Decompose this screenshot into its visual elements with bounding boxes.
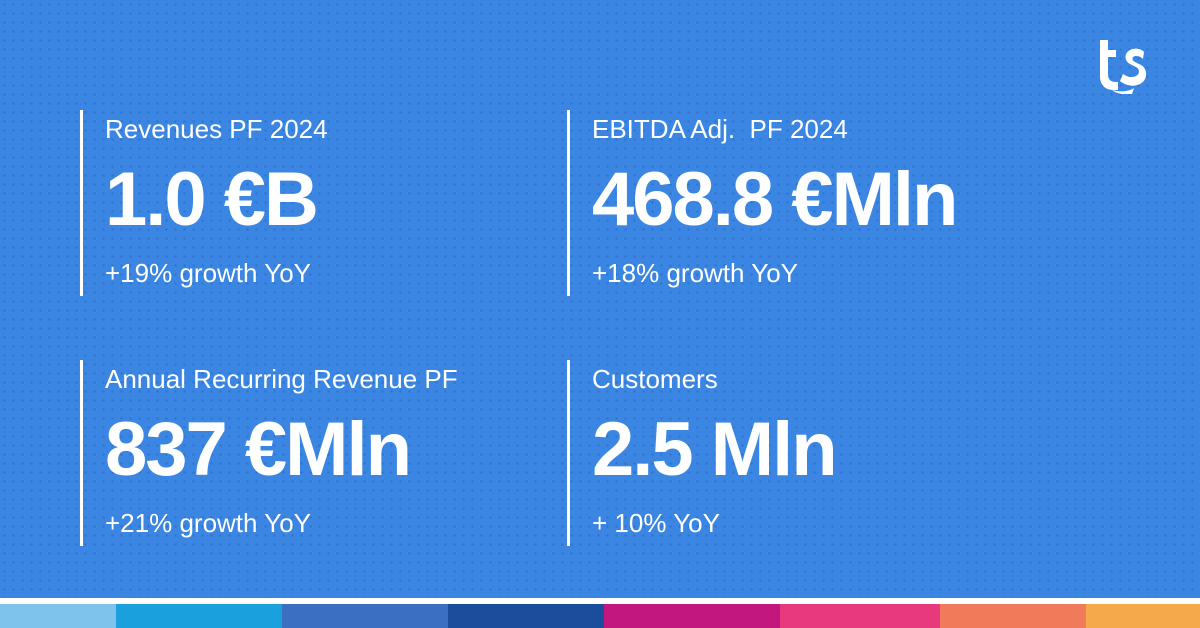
stripe-segment [604,604,780,628]
kpi-label: Annual Recurring Revenue PF [105,364,458,394]
kpi-growth: + 10% YoY [592,508,720,538]
kpi-value: 468.8 €Mln [592,157,958,242]
kpi-growth: +19% growth YoY [105,258,311,288]
kpi-arr: Annual Recurring Revenue PF 837 €Mln +21… [80,360,540,546]
stripe-segment [448,604,604,628]
stripe-segment [0,604,116,628]
kpi-value: 2.5 Mln [592,407,838,492]
kpi-growth: +18% growth YoY [592,258,798,288]
stripe-segment [1086,604,1200,628]
kpi-revenues: Revenues PF 2024 1.0 €B +19% growth YoY [80,110,540,296]
kpi-value: 837 €Mln [105,407,412,492]
kpi-value: 1.0 €B [105,157,319,242]
color-stripe [0,598,1200,628]
stripe-segment [780,604,940,628]
kpi-ebitda: EBITDA Adj. PF 2024 468.8 €Mln +18% grow… [567,110,1087,296]
stripe-segment [940,604,1086,628]
kpi-customers: Customers 2.5 Mln + 10% YoY [567,360,1087,546]
kpi-growth: +21% growth YoY [105,508,311,538]
kpi-label: EBITDA Adj. PF 2024 [592,114,848,144]
kpi-label: Revenues PF 2024 [105,114,328,144]
stripe-segment [116,604,282,628]
stripe-segment [282,604,448,628]
kpi-label: Customers [592,364,718,394]
ts-logo-icon [1100,40,1147,94]
